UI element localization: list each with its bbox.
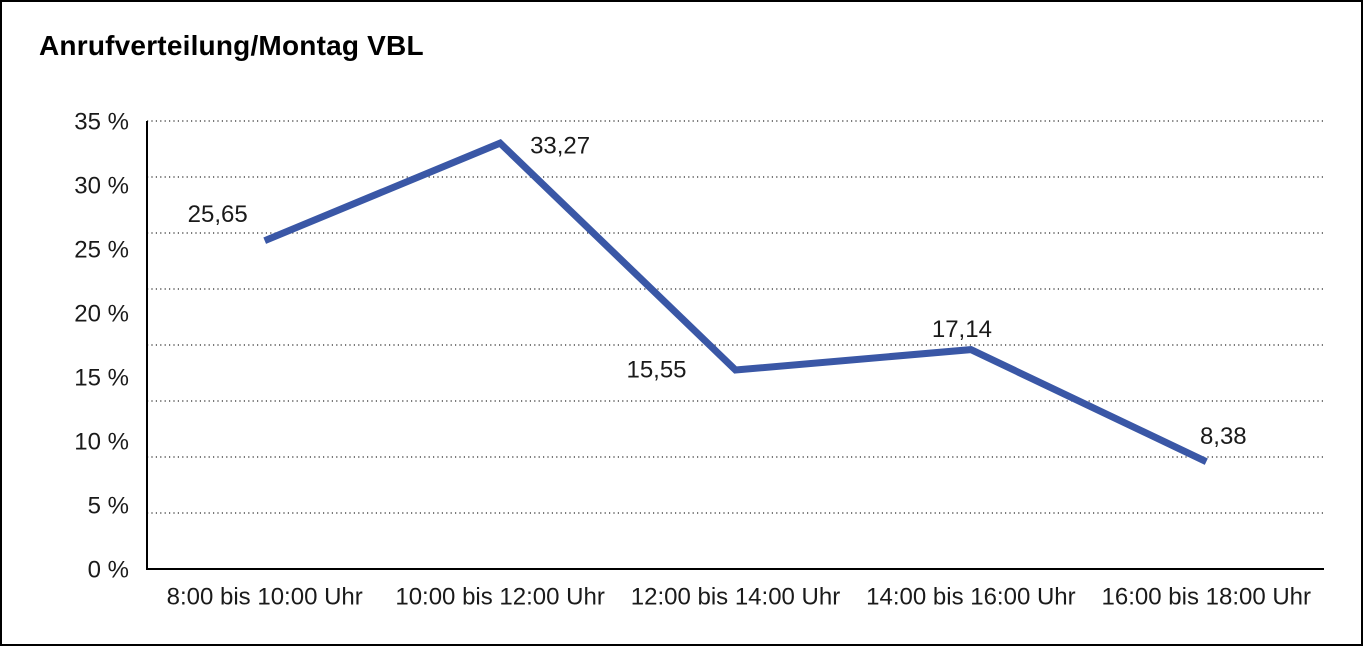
y-tick-label: 25 %: [74, 236, 129, 263]
chart-title: Anrufverteilung/Montag VBL: [39, 30, 424, 61]
value-label: 33,27: [530, 133, 590, 160]
y-tick-label: 30 %: [74, 172, 129, 199]
y-tick-label: 5 %: [88, 492, 129, 519]
y-tick-label: 35 %: [74, 108, 129, 135]
value-label: 8,38: [1200, 423, 1247, 450]
x-tick-label: 12:00 bis 14:00 Uhr: [631, 583, 840, 610]
x-tick-label: 8:00 bis 10:00 Uhr: [167, 583, 363, 610]
x-tick-label: 10:00 bis 12:00 Uhr: [395, 583, 604, 610]
value-label: 25,65: [188, 201, 248, 228]
data-line: [263, 138, 1208, 465]
y-tick-label: 15 %: [74, 364, 129, 391]
y-tick-label: 10 %: [74, 428, 129, 455]
x-tick-label: 16:00 bis 18:00 Uhr: [1102, 583, 1311, 610]
x-tick-label: 14:00 bis 16:00 Uhr: [866, 583, 1075, 610]
y-tick-label: 0 %: [88, 556, 129, 583]
value-label: 17,14: [932, 316, 992, 343]
y-tick-label: 20 %: [74, 300, 129, 327]
value-label: 15,55: [626, 356, 686, 383]
